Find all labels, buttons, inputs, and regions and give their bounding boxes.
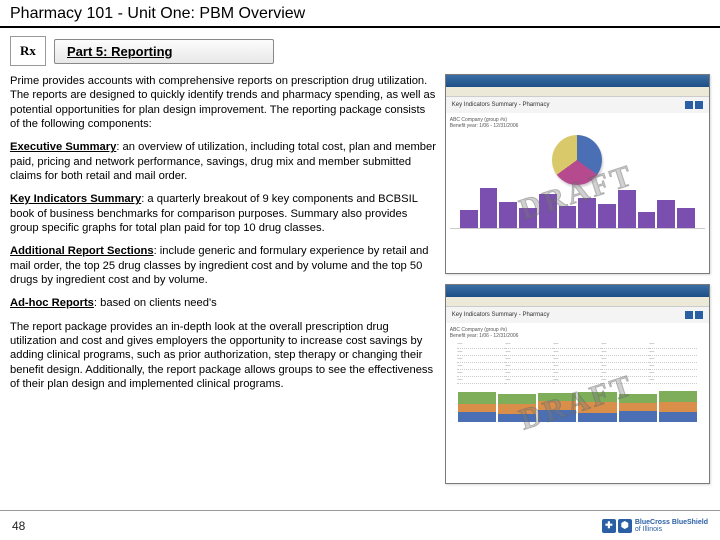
mock-report-title: Key Indicators Summary - Pharmacy xyxy=(452,312,550,318)
content-area: Prime provides accounts with comprehensi… xyxy=(0,74,720,484)
mock-bcbs-logo xyxy=(685,101,703,109)
text-column: Prime provides accounts with comprehensi… xyxy=(10,74,441,484)
adhoc-paragraph: Ad-hoc Reports: based on clients need's xyxy=(10,296,437,310)
key-label: Key Indicators Summary xyxy=(10,193,141,205)
rx-icon: Rx xyxy=(10,36,46,66)
mock-titlebar xyxy=(446,285,709,297)
mock-titlebar xyxy=(446,75,709,87)
images-column: Key Indicators Summary - Pharmacy ABC Co… xyxy=(441,74,710,484)
page-header: Pharmacy 101 - Unit One: PBM Overview xyxy=(0,0,720,28)
additional-sections-paragraph: Additional Report Sections: include gene… xyxy=(10,244,437,287)
page-footer: 48 ✚⬢ BlueCross BlueShield of Illinois xyxy=(0,510,720,540)
addl-label: Additional Report Sections xyxy=(10,245,154,257)
bcbs-mark-icon: ✚⬢ xyxy=(602,519,632,533)
exec-summary-paragraph: Executive Summary: an overview of utiliz… xyxy=(10,140,437,183)
mock-sub2: Benefit year: 1/06 - 12/31/2006 xyxy=(450,123,705,129)
mock-report-header: Key Indicators Summary - Pharmacy xyxy=(446,307,709,323)
bcbs-footer-logo: ✚⬢ BlueCross BlueShield of Illinois xyxy=(602,519,708,533)
page-title: Pharmacy 101 - Unit One: PBM Overview xyxy=(10,5,710,23)
bcbs-brand-sub: of Illinois xyxy=(635,526,708,533)
mock-report-header: Key Indicators Summary - Pharmacy xyxy=(446,97,709,113)
mock-sub2: Benefit year: 1/06 - 12/31/2006 xyxy=(450,333,705,339)
bar-chart-icon xyxy=(450,189,705,229)
mock-report-title: Key Indicators Summary - Pharmacy xyxy=(452,102,550,108)
exec-label: Executive Summary xyxy=(10,141,116,153)
mock-toolbar xyxy=(446,87,709,97)
closing-paragraph: The report package provides an in-depth … xyxy=(10,320,437,392)
report-thumbnail-1: Key Indicators Summary - Pharmacy ABC Co… xyxy=(445,74,710,274)
stacked-bar-chart-icon xyxy=(450,388,705,422)
mock-data-table: ————— ————— ————— ————— ————— ————— xyxy=(457,341,697,384)
mock-report-body: ABC Company (group #s) Benefit year: 1/0… xyxy=(446,323,709,483)
bcbs-brand: BlueCross BlueShield xyxy=(635,519,708,526)
pie-chart-icon xyxy=(552,135,602,185)
adhoc-text: : based on clients need's xyxy=(94,297,217,309)
intro-paragraph: Prime provides accounts with comprehensi… xyxy=(10,74,437,131)
mock-toolbar xyxy=(446,297,709,307)
page-number: 48 xyxy=(12,519,25,533)
report-thumbnail-2: Key Indicators Summary - Pharmacy ABC Co… xyxy=(445,284,710,484)
part-title: Part 5: Reporting xyxy=(54,39,274,64)
key-indicators-paragraph: Key Indicators Summary: a quarterly brea… xyxy=(10,192,437,235)
mock-report-body: ABC Company (group #s) Benefit year: 1/0… xyxy=(446,113,709,273)
adhoc-label: Ad-hoc Reports xyxy=(10,297,94,309)
mock-bcbs-logo xyxy=(685,311,703,319)
part-banner: Rx Part 5: Reporting xyxy=(10,36,710,66)
